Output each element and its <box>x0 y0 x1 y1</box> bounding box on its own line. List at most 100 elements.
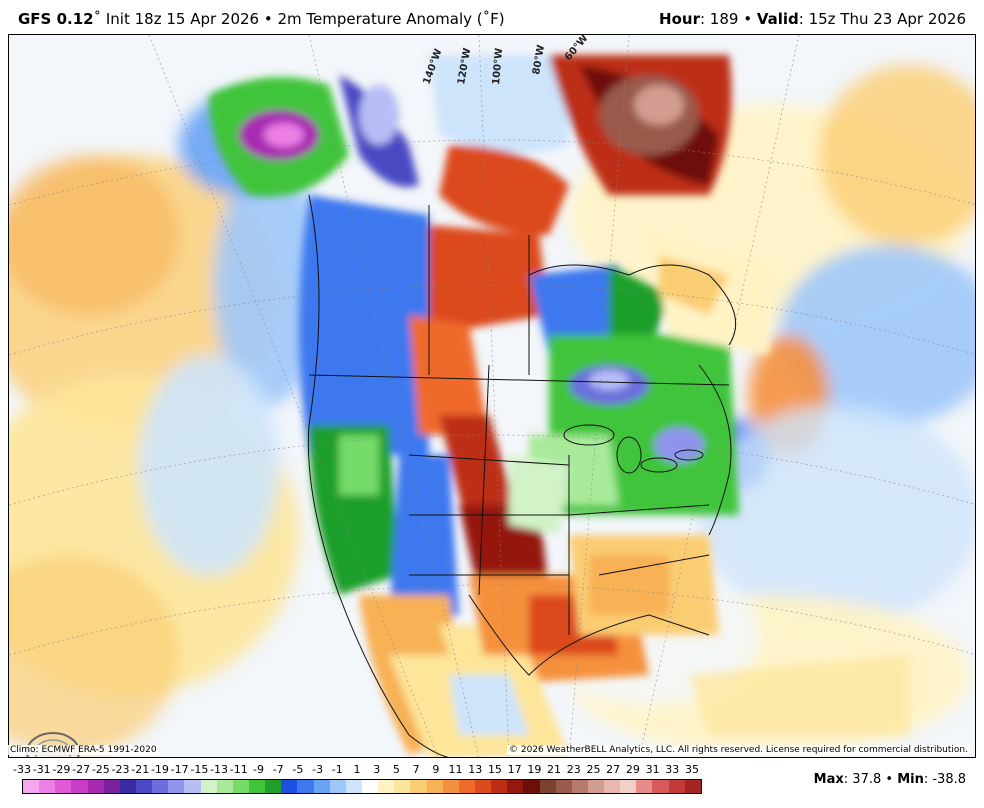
legend-swatch <box>23 780 40 793</box>
legend-tick-label: 21 <box>547 763 562 776</box>
legend-swatch <box>265 780 282 793</box>
legend-tick-labels: -33 -31 -29 -27 -25 -23 -21 -19 -17 -15 -13 -11 -9 -7… <box>10 763 710 777</box>
max-value: : 37.8 <box>843 772 882 787</box>
legend-tick-label: 17 <box>507 763 522 776</box>
legend-swatch <box>571 780 588 793</box>
legend-tick-label: 1 <box>353 763 361 776</box>
title-separator: • <box>259 10 278 28</box>
legend-swatch <box>200 780 217 793</box>
legend-tick-label: -17 <box>170 763 189 776</box>
legend-tick-label: -13 <box>210 763 229 776</box>
legend-swatch <box>87 780 104 793</box>
legend-swatch <box>39 780 56 793</box>
legend-swatch <box>248 780 266 793</box>
legend-tick-label: 13 <box>468 763 483 776</box>
legend-tick-label: 31 <box>645 763 660 776</box>
map-title: GFS 0.12˚ Init 18z 15 Apr 2026 • 2m Temp… <box>18 10 505 28</box>
legend-swatch <box>668 780 685 793</box>
model-name: GFS 0.12 <box>18 10 94 28</box>
valid-value: : 15z Thu 23 Apr 2026 <box>798 10 966 28</box>
legend-swatch <box>442 780 459 793</box>
legend-tick-label: -23 <box>111 763 130 776</box>
legend-tick-label: -29 <box>52 763 71 776</box>
legend-tick-label: 23 <box>566 763 581 776</box>
legend-tick-label: -9 <box>252 763 264 776</box>
legend-tick-label: -21 <box>131 763 150 776</box>
legend-tick-label: 33 <box>665 763 680 776</box>
hour-value: : 189 <box>699 10 739 28</box>
legend-tick-label: -5 <box>292 763 304 776</box>
legend-tick-label: 35 <box>685 763 699 776</box>
legend-tick-label: 25 <box>586 763 601 776</box>
legend-swatch <box>361 780 379 793</box>
legend-swatch <box>345 780 362 793</box>
copyright-note: © 2026 WeatherBELL Analytics, LLC. All r… <box>507 745 970 755</box>
legend-swatch <box>604 780 621 793</box>
field-name: 2m Temperature Anomaly (˚F) <box>277 10 505 28</box>
legend-swatch <box>184 780 201 793</box>
min-value: : -38.8 <box>923 772 966 787</box>
lon-label-100: 100°W <box>491 48 505 86</box>
lon-label-80: 80°W <box>531 44 547 75</box>
legend-swatch <box>216 780 233 793</box>
anomaly-map[interactable]: 140°W 120°W 100°W 80°W 60°W WeatherBELL <box>8 34 976 758</box>
legend-swatch <box>539 780 556 793</box>
legend-tick-label: -1 <box>331 763 343 776</box>
climo-note: Climo: ECMWF ERA-5 1991-2020 <box>8 745 159 755</box>
legend-swatch <box>620 780 637 793</box>
hour-label: Hour <box>659 10 700 28</box>
hour-valid: Hour: 189 • Valid: 15z Thu 23 Apr 2026 <box>659 10 966 28</box>
legend-tick-label: 3 <box>373 763 381 776</box>
legend-tick-label: 7 <box>412 763 420 776</box>
legend-tick-label: 9 <box>432 763 440 776</box>
init-time: Init 18z 15 Apr 2026 <box>101 10 260 28</box>
legend-tick-label: -7 <box>272 763 284 776</box>
great-lakes <box>563 424 704 474</box>
legend-swatch <box>555 780 572 793</box>
legend-tick-label: 11 <box>448 763 463 776</box>
legend-swatch <box>152 780 169 793</box>
legend-tick-label: 19 <box>527 763 542 776</box>
legend-swatch <box>103 780 120 793</box>
political-boundaries <box>307 194 737 757</box>
legend-swatch <box>281 780 298 793</box>
legend-tick-label: -3 <box>312 763 324 776</box>
legend-swatch <box>119 780 136 793</box>
legend-swatch <box>313 780 330 793</box>
max-label: Max <box>813 772 844 787</box>
legend-tick-label: -19 <box>150 763 169 776</box>
legend-swatch <box>135 780 153 793</box>
legend-tick-label: -11 <box>229 763 248 776</box>
legend-tick-label: -25 <box>91 763 110 776</box>
legend-swatch <box>71 780 88 793</box>
land-anomaly-field <box>209 55 909 757</box>
degree-mark: ˚ <box>93 10 102 28</box>
legend-swatch <box>652 780 669 793</box>
legend-swatch <box>329 780 346 793</box>
legend-swatch <box>394 780 411 793</box>
legend-swatch <box>426 780 443 793</box>
legend-swatch <box>378 780 395 793</box>
legend-swatch <box>636 780 653 793</box>
legend-tick-label: -15 <box>190 763 209 776</box>
legend-swatch <box>587 780 605 793</box>
legend-swatch <box>55 780 72 793</box>
legend-swatch <box>410 780 427 793</box>
legend-tick-label: -27 <box>72 763 91 776</box>
legend-tick-label: 27 <box>606 763 621 776</box>
legend-swatch <box>507 780 524 793</box>
legend-swatch <box>474 780 492 793</box>
legend-tick-label: 5 <box>392 763 400 776</box>
maxmin-separator: • <box>881 772 898 787</box>
legend-swatch <box>458 780 475 793</box>
legend-swatch <box>297 780 314 793</box>
legend-swatch <box>523 780 540 793</box>
valid-label: Valid <box>756 10 799 28</box>
legend-swatch <box>684 780 701 793</box>
map-canvas: 140°W 120°W 100°W 80°W 60°W <box>9 35 975 757</box>
header-bar: GFS 0.12˚ Init 18z 15 Apr 2026 • 2m Temp… <box>0 0 984 34</box>
legend-tick-label: 15 <box>487 763 502 776</box>
legend-tick-label: 29 <box>625 763 640 776</box>
legend-swatch <box>232 780 249 793</box>
hv-separator: • <box>738 10 757 28</box>
